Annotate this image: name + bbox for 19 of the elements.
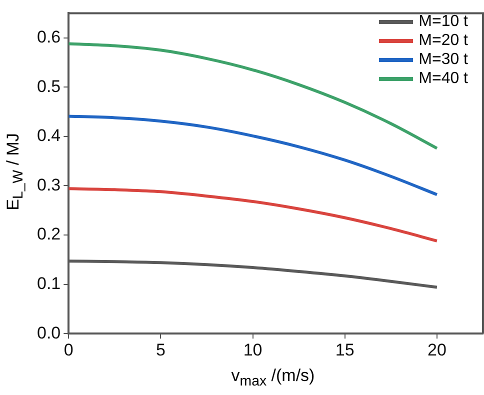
legend-label: M=10 t xyxy=(418,12,468,30)
y-tick-label: 0.0 xyxy=(36,323,61,342)
legend-label: M=30 t xyxy=(418,50,468,68)
x-tick-label: 20 xyxy=(428,340,446,360)
line-series xyxy=(68,187,438,242)
x-tick-label: 0 xyxy=(64,340,74,360)
x-axis-title: v$_{max}$ /(m/s) xyxy=(230,366,316,390)
y-tick-label: 0.3 xyxy=(36,175,61,194)
x-tick-label: 5 xyxy=(156,340,166,360)
y-tick-label: 0.1 xyxy=(36,274,61,293)
y-tick-label: 0.5 xyxy=(36,76,61,96)
legend-label: M=20 t xyxy=(418,32,468,50)
legend-label: M=40 t xyxy=(418,70,468,88)
y-tick-label: 0.4 xyxy=(36,126,61,146)
x-tick-label: 15 xyxy=(335,340,354,360)
y-tick-label: 0.6 xyxy=(36,28,61,47)
y-tick-label: 0.2 xyxy=(36,224,61,244)
x-tick-label: 10 xyxy=(243,340,262,360)
line-series xyxy=(68,114,438,196)
